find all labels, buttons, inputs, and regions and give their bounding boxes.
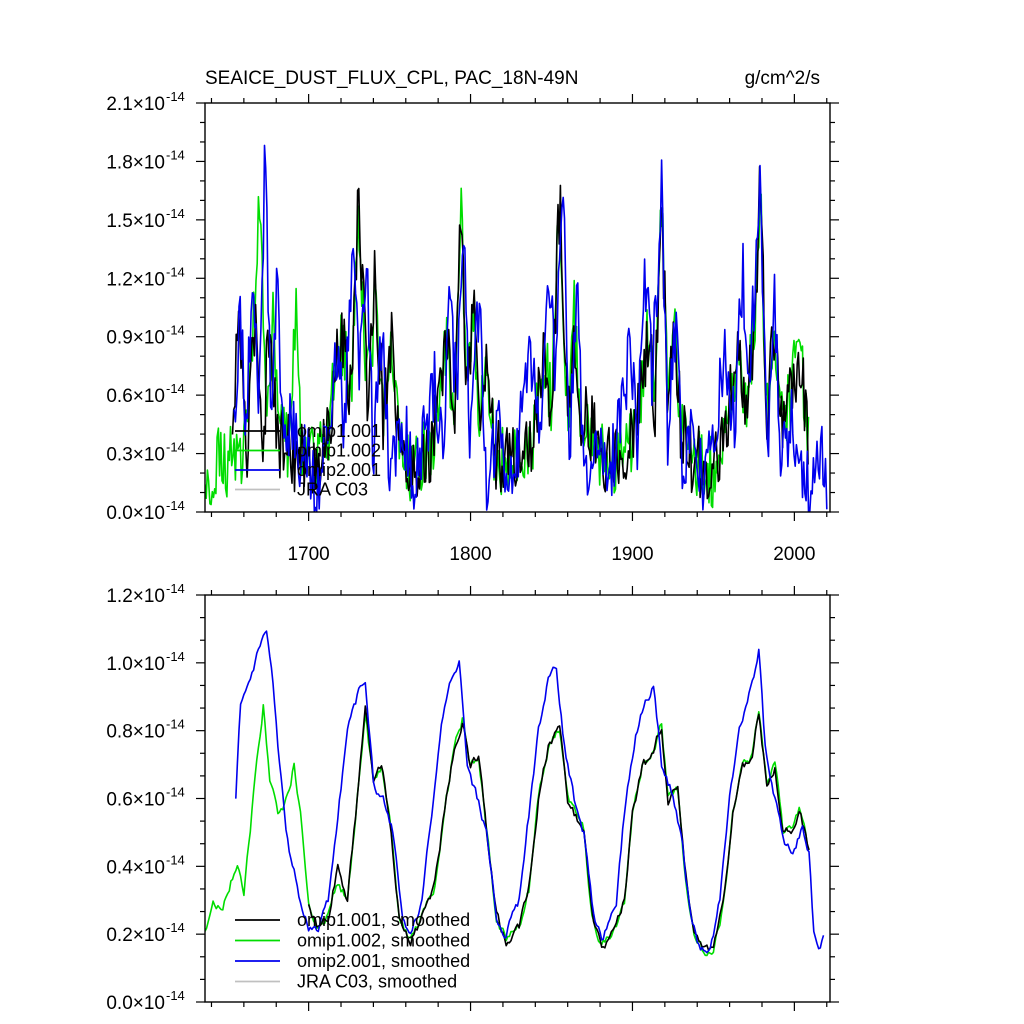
legend-label: JRA C03, smoothed [297, 972, 457, 992]
legend-label: omip1.001 [297, 421, 381, 441]
y-tick-exponent: -14 [166, 440, 185, 455]
legend-label: omip1.002, smoothed [297, 931, 470, 951]
top-plot-series [205, 144, 828, 512]
series-line-omip1-002-smoothed [205, 703, 810, 957]
plot-frame [204, 102, 831, 513]
chart-units: g/cm^2/s [745, 68, 820, 89]
bottom-panel: 0.0×10 -140.2×10 -140.4×10 -140.6×10 -140.8×… [106, 581, 839, 1014]
bottom-plot-axes: 0.0×10 -140.2×10 -140.4×10 -140.6×10 -140.8×… [106, 581, 839, 1014]
y-tick-label: 0.4×10 [106, 857, 165, 878]
legend-label: omip1.001, smoothed [297, 910, 470, 930]
y-tick-exponent: -14 [166, 323, 185, 338]
y-tick-exponent: -14 [166, 717, 185, 732]
y-tick-label: 1.0×10 [106, 654, 165, 675]
x-tick-label: 1700 [287, 544, 329, 565]
y-tick-exponent: -14 [166, 852, 185, 867]
series-line-omip1-001-smoothed [307, 705, 810, 952]
y-tick-exponent: -14 [166, 381, 185, 396]
legend-label: omip2.001 [297, 460, 381, 480]
bottom-plot-series [205, 630, 825, 957]
y-tick-label: 1.2×10 [106, 269, 165, 290]
chart-title: SEAICE_DUST_FLUX_CPL, PAC_18N-49N [205, 68, 578, 89]
y-tick-exponent: -14 [166, 581, 185, 596]
y-tick-label: 0.6×10 [106, 790, 165, 811]
y-tick-label: 0.0×10 [106, 503, 165, 524]
y-tick-exponent: -14 [166, 649, 185, 664]
top-panel: SEAICE_DUST_FLUX_CPL, PAC_18N-49N g/cm^2… [106, 68, 839, 565]
x-tick-label: 1800 [449, 544, 491, 565]
legend-label: omip1.002 [297, 441, 381, 461]
y-tick-label: 0.3×10 [106, 445, 165, 466]
y-tick-exponent: -14 [166, 498, 185, 513]
y-tick-exponent: -14 [166, 785, 185, 800]
y-tick-label: 0.9×10 [106, 328, 165, 349]
y-tick-exponent: -14 [166, 206, 185, 221]
y-tick-exponent: -14 [166, 147, 185, 162]
series-line-omip2-001 [233, 144, 828, 512]
y-tick-label: 0.0×10 [106, 993, 165, 1014]
x-tick-label: 2000 [773, 544, 815, 565]
y-tick-exponent: -14 [166, 988, 185, 1003]
y-tick-exponent: -14 [166, 89, 185, 104]
y-tick-label: 0.2×10 [106, 925, 165, 946]
y-tick-label: 0.6×10 [106, 386, 165, 407]
series-line-omip1-001 [231, 165, 809, 500]
y-tick-label: 1.8×10 [106, 152, 165, 173]
legend-label: omip2.001, smoothed [297, 951, 470, 971]
x-tick-label: 1900 [611, 544, 653, 565]
legend-label: JRA C03 [297, 480, 368, 500]
y-tick-label: 1.5×10 [106, 211, 165, 232]
y-tick-exponent: -14 [166, 264, 185, 279]
y-tick-label: 0.8×10 [106, 722, 165, 743]
y-tick-label: 1.2×10 [106, 586, 165, 607]
y-tick-exponent: -14 [166, 920, 185, 935]
series-line-omip2-001-smoothed [235, 630, 825, 954]
y-tick-label: 2.1×10 [106, 94, 165, 115]
